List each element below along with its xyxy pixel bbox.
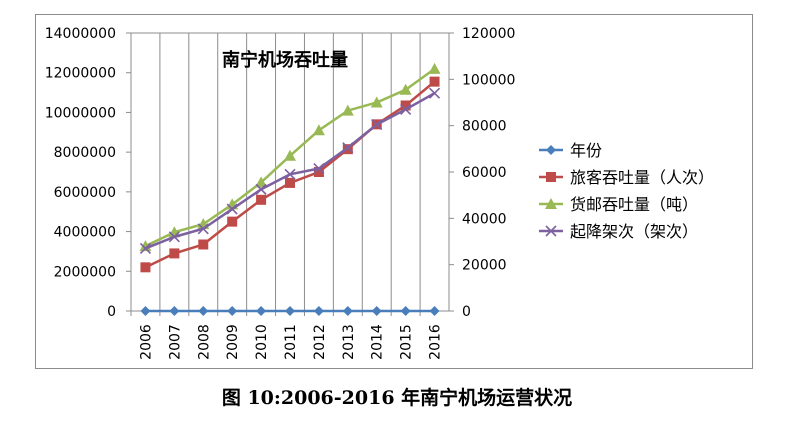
series-4-point: [400, 103, 412, 116]
x-tick-label: 2008: [196, 324, 212, 360]
series-3-point: [255, 176, 268, 188]
legend-label-4: 起降架次（架次）: [570, 222, 698, 241]
left-y-tick-label: 4000000: [54, 225, 116, 241]
legend-label-3: 货邮吞吐量（吨）: [570, 195, 698, 214]
series-1-point: [313, 306, 324, 316]
series-2-point: [198, 239, 209, 250]
right-y-tick-label: 20000: [462, 258, 507, 274]
right-y-tick-label: 0: [462, 304, 471, 320]
left-y-tick-label: 2000000: [54, 264, 116, 280]
series-4-point: [284, 168, 296, 180]
x-tick-label: 2013: [341, 324, 357, 360]
x-tick-label: 2014: [370, 324, 386, 360]
x-tick-label: 2012: [312, 324, 328, 360]
series-4-point: [342, 142, 354, 154]
series-2-point: [285, 177, 295, 188]
series-4-point: [139, 242, 152, 255]
series-3-point: [370, 96, 383, 108]
legend-label-1: 年份: [570, 141, 602, 160]
series-1-point: [285, 306, 295, 316]
series-2-point: [313, 167, 324, 177]
left-y-tick-label: 10000000: [45, 105, 116, 121]
series-1-point: [342, 306, 353, 316]
x-tick-label: 2006: [138, 324, 154, 360]
series-4-point: [168, 231, 180, 243]
series-1-point: [400, 306, 411, 316]
legend-label-2: 旅客吞吐量（人次）: [570, 168, 714, 187]
series-1-point: [198, 306, 209, 316]
legend-marker-1: [546, 145, 556, 155]
x-tick-label: 2010: [254, 324, 270, 360]
right-y-tick-label: 80000: [462, 119, 507, 135]
series-2-point: [140, 262, 151, 273]
series-3-point: [399, 83, 412, 95]
series-2-point: [429, 76, 440, 87]
x-tick-label: 2015: [399, 324, 415, 360]
legend-marker-2: [546, 172, 556, 182]
x-tick-label: 2009: [225, 324, 241, 360]
series-1-point: [140, 306, 151, 316]
series-4-point: [226, 203, 238, 215]
left-y-tick-label: 14000000: [45, 26, 116, 42]
series-4-point: [313, 162, 325, 175]
series-1-point: [169, 306, 180, 316]
series-1-point: [256, 306, 267, 316]
right-y-tick-label: 40000: [462, 211, 507, 227]
series-2-point: [169, 248, 180, 259]
x-tick-label: 2016: [428, 324, 444, 360]
right-y-tick-label: 60000: [462, 165, 507, 181]
figure-caption: 图 10:2006-2016 年南宁机场运营状况: [221, 387, 573, 409]
series-2-point: [256, 194, 267, 205]
left-y-tick-label: 8000000: [54, 145, 116, 161]
series-1-point: [227, 306, 238, 316]
series-4-point: [371, 118, 383, 131]
series-3-point: [284, 149, 296, 161]
series-4-point: [428, 87, 441, 99]
series-2-point: [400, 100, 411, 111]
series-3-point: [312, 124, 325, 136]
right-y-tick-label: 100000: [462, 72, 515, 88]
legend-marker-3: [545, 198, 557, 209]
series-2-point: [227, 216, 238, 227]
series-3-point: [428, 62, 441, 74]
series-1-point: [371, 306, 382, 316]
series-4-point: [197, 223, 209, 235]
left-y-tick-label: 12000000: [45, 66, 116, 82]
right-y-tick-label: 120000: [462, 26, 515, 42]
x-tick-label: 2011: [283, 324, 299, 360]
series-4-point: [255, 183, 267, 195]
series-3-point: [341, 104, 354, 116]
chart-title: 南宁机场吞吐量: [222, 49, 348, 71]
left-y-tick-label: 0: [107, 304, 116, 320]
left-y-tick-label: 6000000: [54, 185, 116, 201]
line-chart: 0 2000000 4000000 6000000 8000000 10000000 120…: [45, 26, 714, 360]
x-tick-label: 2007: [167, 324, 183, 360]
series-1-point: [429, 306, 440, 316]
legend-marker-4: [545, 225, 557, 237]
